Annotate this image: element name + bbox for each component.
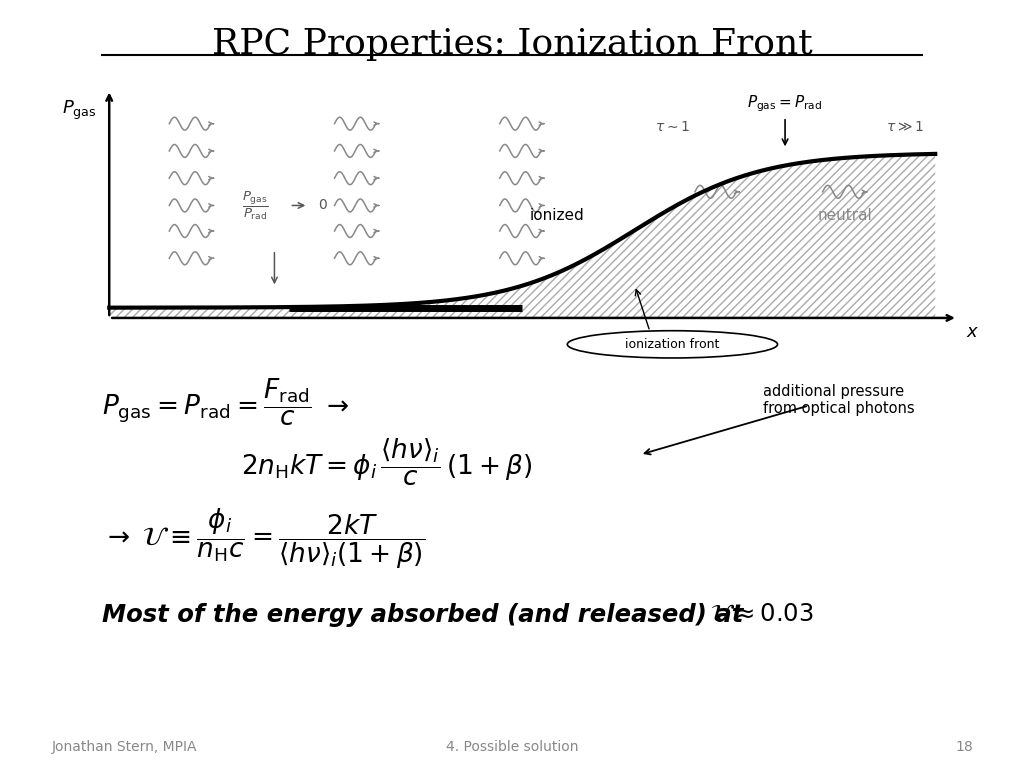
Text: $\mathcal{U} \approx 0.03$: $\mathcal{U} \approx 0.03$ <box>710 603 813 626</box>
Text: $0$: $0$ <box>318 198 328 213</box>
Text: neutral: neutral <box>818 208 872 223</box>
Polygon shape <box>110 154 935 318</box>
Text: additional pressure
from optical photons: additional pressure from optical photons <box>763 384 914 416</box>
Text: $P_\mathrm{gas}$: $P_\mathrm{gas}$ <box>61 98 96 121</box>
Text: $2n_\mathrm{H}kT = \phi_i\,\dfrac{\langle h\nu\rangle_i}{c}\,(1 + \beta)$: $2n_\mathrm{H}kT = \phi_i\,\dfrac{\langl… <box>241 436 532 488</box>
Text: RPC Properties: Ionization Front: RPC Properties: Ionization Front <box>212 27 812 61</box>
Text: ionization front: ionization front <box>626 338 720 351</box>
Text: $\dfrac{P_\mathrm{gas}}{P_\mathrm{rad}}$: $\dfrac{P_\mathrm{gas}}{P_\mathrm{rad}}$ <box>243 189 269 222</box>
Text: $P_\mathrm{gas} = P_\mathrm{rad} = \dfrac{F_\mathrm{rad}}{c}\ \rightarrow$: $P_\mathrm{gas} = P_\mathrm{rad} = \dfra… <box>102 376 350 428</box>
Text: Most of the energy absorbed (and released) at: Most of the energy absorbed (and release… <box>102 603 753 627</box>
Text: $P_\mathrm{gas} = P_\mathrm{rad}$: $P_\mathrm{gas} = P_\mathrm{rad}$ <box>748 93 822 114</box>
Text: $\rightarrow\ \mathcal{U} \equiv \dfrac{\phi_i}{n_\mathrm{H}c} = \dfrac{2kT}{\la: $\rightarrow\ \mathcal{U} \equiv \dfrac{… <box>102 507 426 571</box>
Text: $\tau \gg 1$: $\tau \gg 1$ <box>886 120 925 134</box>
Text: $\tau \sim 1$: $\tau \sim 1$ <box>655 120 690 134</box>
Text: 4. Possible solution: 4. Possible solution <box>445 740 579 754</box>
Text: ionized: ionized <box>529 208 585 223</box>
Text: 18: 18 <box>955 740 973 754</box>
Ellipse shape <box>567 331 777 358</box>
Text: Jonathan Stern, MPIA: Jonathan Stern, MPIA <box>51 740 197 754</box>
Text: $x$: $x$ <box>967 323 979 340</box>
